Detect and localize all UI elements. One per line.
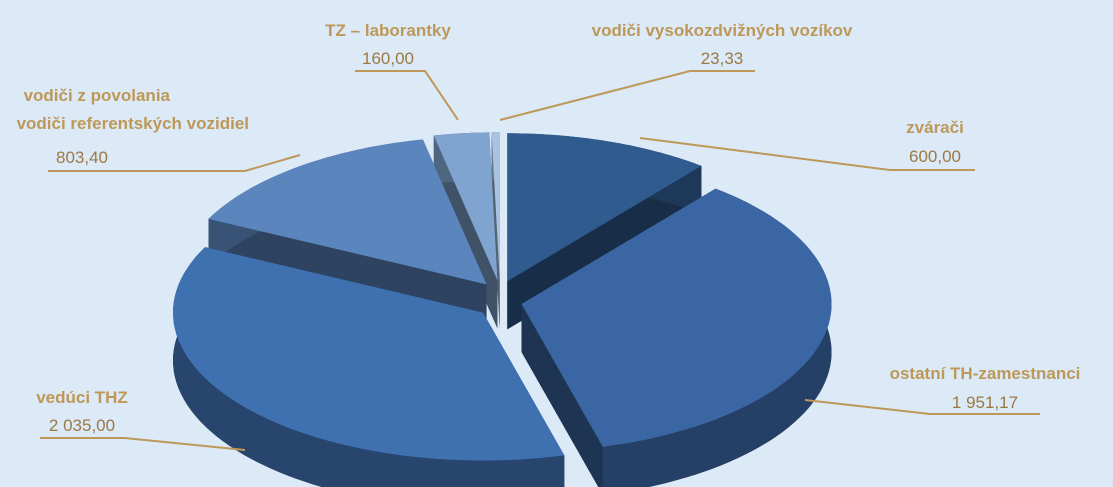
slice-top <box>521 188 832 447</box>
category-label: vodiči z povolania vodiči referentských v… <box>17 86 249 133</box>
slice-top <box>173 247 565 461</box>
leader-line <box>499 70 755 121</box>
slice-top <box>208 139 487 285</box>
leader-line <box>355 70 459 121</box>
slice-side <box>521 304 603 487</box>
category-label: ostatní TH-zamestnanci <box>890 364 1081 383</box>
value-label: 2 035,00 <box>49 416 115 435</box>
value-label: 803,40 <box>56 148 108 167</box>
pie <box>173 132 832 487</box>
leader-line <box>48 154 301 172</box>
value-label: 160,00 <box>362 49 414 68</box>
category-label: vedúci THZ <box>36 388 128 407</box>
slice-wall <box>173 247 565 487</box>
category-label: vodiči vysokozdvižných vozíkov <box>592 21 853 40</box>
slice-top <box>433 132 498 281</box>
slice-side <box>491 132 500 329</box>
value-label: 23,33 <box>701 49 744 68</box>
leader-line <box>639 137 975 171</box>
leader-line <box>40 437 246 451</box>
category-label: zvárači <box>906 118 964 137</box>
slice-top <box>507 133 702 282</box>
leader-line <box>804 399 1040 415</box>
slice-top <box>491 132 500 281</box>
value-label: 600,00 <box>909 147 961 166</box>
category-label: TZ – laborantky <box>325 21 451 40</box>
labels: zvárači 600,00 ostatní TH-zamestnanci 1 951… <box>17 21 1081 451</box>
value-label: 1 951,17 <box>952 393 1018 412</box>
